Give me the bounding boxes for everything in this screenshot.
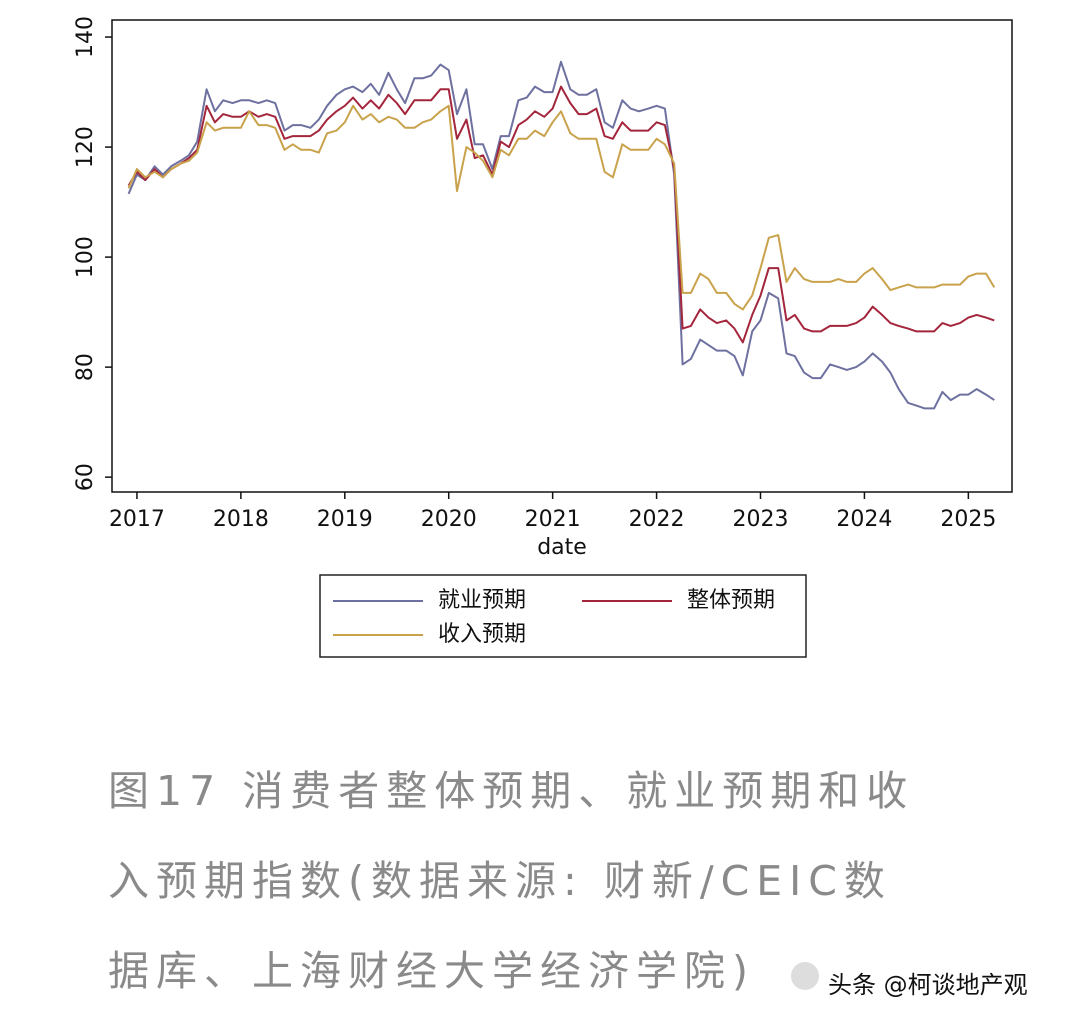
y-tick-label: 80 <box>73 353 98 381</box>
caption-line: 据库、上海财经大学经济学院) <box>108 947 755 995</box>
x-tick-label: 2017 <box>109 507 165 532</box>
x-tick-label: 2025 <box>940 507 996 532</box>
legend-label: 收入预期 <box>438 622 526 647</box>
watermark: 头条 @柯谈地产观 <box>828 971 1028 999</box>
y-tick-label: 140 <box>73 16 98 58</box>
caption-line: 图17 消费者整体预期、就业预期和收 <box>108 767 914 815</box>
x-tick-label: 2021 <box>525 507 581 532</box>
series-line <box>127 60 995 410</box>
x-tick-label: 2019 <box>317 507 373 532</box>
x-tick-label: 2022 <box>629 507 685 532</box>
legend-box <box>319 574 807 658</box>
x-tick-label: 2018 <box>213 507 269 532</box>
y-tick-label: 120 <box>73 126 98 168</box>
watermark-icon <box>791 962 819 990</box>
x-axis-label: date <box>537 535 587 560</box>
plot-frame <box>111 19 1013 493</box>
legend-label: 整体预期 <box>687 588 775 613</box>
legend-label: 就业预期 <box>438 588 526 613</box>
series-line <box>127 104 996 311</box>
x-tick-label: 2024 <box>836 507 892 532</box>
x-tick-label: 2023 <box>732 507 788 532</box>
caption-line: 入预期指数(数据来源: 财新/CEIC数 <box>108 857 892 905</box>
y-tick-label: 100 <box>73 236 98 278</box>
y-tick-label: 60 <box>73 463 98 491</box>
x-tick-label: 2020 <box>421 507 477 532</box>
series-line <box>127 85 995 344</box>
